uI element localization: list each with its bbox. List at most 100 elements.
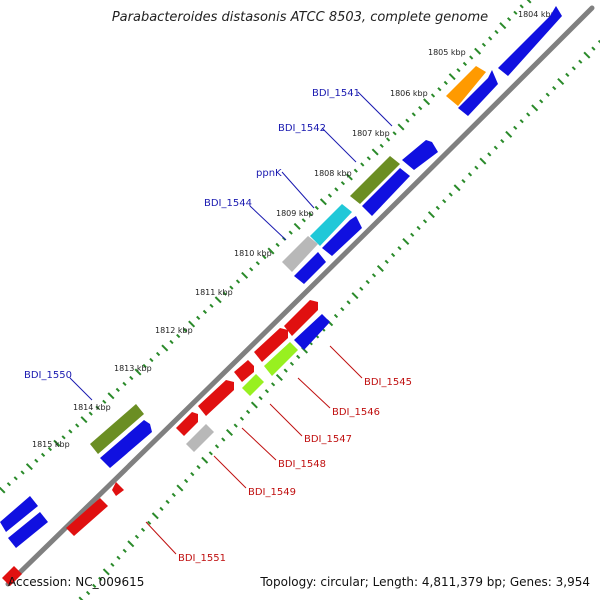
inner-ruler-tick [493,145,498,150]
outer-ruler-tick [456,68,461,73]
gene-blue-2[interactable] [458,70,498,116]
label-bdi1546[interactable]: BDI_1546 [332,407,380,418]
inner-ruler-tick [245,409,251,415]
gene-red-bdi1546[interactable] [254,328,288,362]
gene-blue-6[interactable] [294,252,326,284]
gene-gray-b[interactable] [186,424,214,452]
label-bdi1541[interactable]: BDI_1541 [312,88,360,99]
leader-lines [69,91,393,555]
gene-labels: BDI_1541 BDI_1542 ppnK BDI_1544 BDI_1550… [24,88,412,564]
gene-lime-a[interactable] [264,342,298,376]
outer-ruler-tick [68,429,73,434]
inner-ruler-tick [461,178,466,184]
outer-ruler-tick [80,416,88,424]
outer-ruler-tick [88,411,93,416]
inner-ruler-tick [78,596,84,600]
gene-olive-bdi1550[interactable] [90,404,144,454]
inner-ruler-tick [340,307,345,312]
outer-ruler-tick [499,22,507,30]
gene-blue-1[interactable] [498,6,562,76]
inner-ruler-tick [416,225,421,231]
inner-ruler-tick [351,292,359,300]
outer-ruler-tick [319,198,327,206]
inner-ruler-tick [140,527,146,532]
inner-ruler-tick [239,416,245,421]
label-bdi1547[interactable]: BDI_1547 [304,434,352,445]
outer-ruler-tick [392,131,397,136]
gene-blue-4[interactable] [362,168,410,216]
gene-red-bdi1551[interactable] [66,498,108,536]
outer-ruler-tick [506,17,512,22]
gene-blue-8[interactable] [0,496,38,532]
outer-ruler-tick [418,105,423,111]
gene-red-bdi1549[interactable] [176,412,198,436]
inner-ruler-tick [467,172,473,177]
inner-ruler-tick [165,499,170,505]
leader-bdi1542 [321,127,357,163]
gene-blue-10[interactable] [294,314,330,350]
inner-ruler-tick [201,456,209,464]
outer-ruler-tick [519,4,524,9]
outer-ruler-tick [481,42,487,47]
outer-ruler-tick [13,476,18,481]
label-bdi1549[interactable]: BDI_1549 [248,487,296,498]
inner-ruler-tick [390,252,396,258]
outer-ruler-tick [129,375,134,381]
outer-ruler-tick [423,98,431,106]
outer-ruler-tick [134,368,142,376]
label-ppnk[interactable]: ppnK [256,168,282,179]
outer-ruler-tick [235,279,241,284]
gene-lime-b[interactable] [242,374,264,396]
inner-ruler-tick [531,104,539,112]
outer-ruler-tick [474,47,482,55]
inner-ruler-tick [578,59,583,64]
inner-ruler-tick [479,157,487,165]
outer-ruler-tick [385,137,391,142]
inner-ruler-tick [110,562,115,567]
outer-ruler-tick [241,271,249,279]
inner-ruler-tick [221,437,226,442]
kbp-label-1812: 1812 kbp [155,326,193,335]
inner-ruler-tick [147,520,152,525]
outer-ruler-tick [95,405,100,410]
label-bdi1542[interactable]: BDI_1542 [278,123,326,134]
kbp-label-1807: 1807 kbp [352,129,390,138]
outer-ruler-tick [275,242,280,248]
gene-cyan-ppnk[interactable] [310,204,352,246]
accession-text: Accession: NC_009615 [8,575,145,589]
gene-gray-bdi1544[interactable] [282,236,318,272]
gene-blue-3[interactable] [402,140,438,170]
leader-bdi1550 [69,377,93,401]
inner-ruler-tick [98,576,103,582]
gene-blue-5[interactable] [322,216,362,256]
inner-ruler-tick [183,478,189,484]
kbp-label-1813: 1813 kbp [114,364,152,373]
gene-red-bdi1545a[interactable] [284,300,318,336]
outer-ruler-tick [448,73,456,81]
gene-olive-bdi1541[interactable] [350,156,400,204]
label-bdi1544[interactable]: BDI_1544 [204,198,252,209]
label-bdi1548[interactable]: BDI_1548 [278,459,326,470]
inner-ruler-tick [442,199,447,204]
gene-red-bdi1548[interactable] [198,380,234,416]
gene-red-edge[interactable] [2,566,22,586]
inner-ruler-tick [545,92,550,97]
outer-ruler-tick [161,344,169,352]
leader-bdi1541 [357,91,393,127]
label-bdi1551[interactable]: BDI_1551 [178,553,226,564]
gene-red-small[interactable] [112,482,124,496]
gene-blue-9[interactable] [8,512,48,548]
gene-blue-7[interactable] [100,420,152,468]
kbp-label-1811: 1811 kbp [195,288,233,297]
outer-ruler-tick [196,315,201,321]
outer-ruler-tick [209,303,214,308]
inner-ruler-tick [134,534,140,539]
gene-orange[interactable] [446,66,486,106]
label-bdi1545[interactable]: BDI_1545 [364,377,412,388]
inner-ruler-tick [427,211,435,219]
outer-ruler-tick [182,327,188,333]
inner-ruler-tick [513,125,518,130]
gene-red-bdi1547[interactable] [234,360,254,382]
label-bdi1550[interactable]: BDI_1550 [24,370,72,381]
outer-ruler-tick [366,156,371,161]
